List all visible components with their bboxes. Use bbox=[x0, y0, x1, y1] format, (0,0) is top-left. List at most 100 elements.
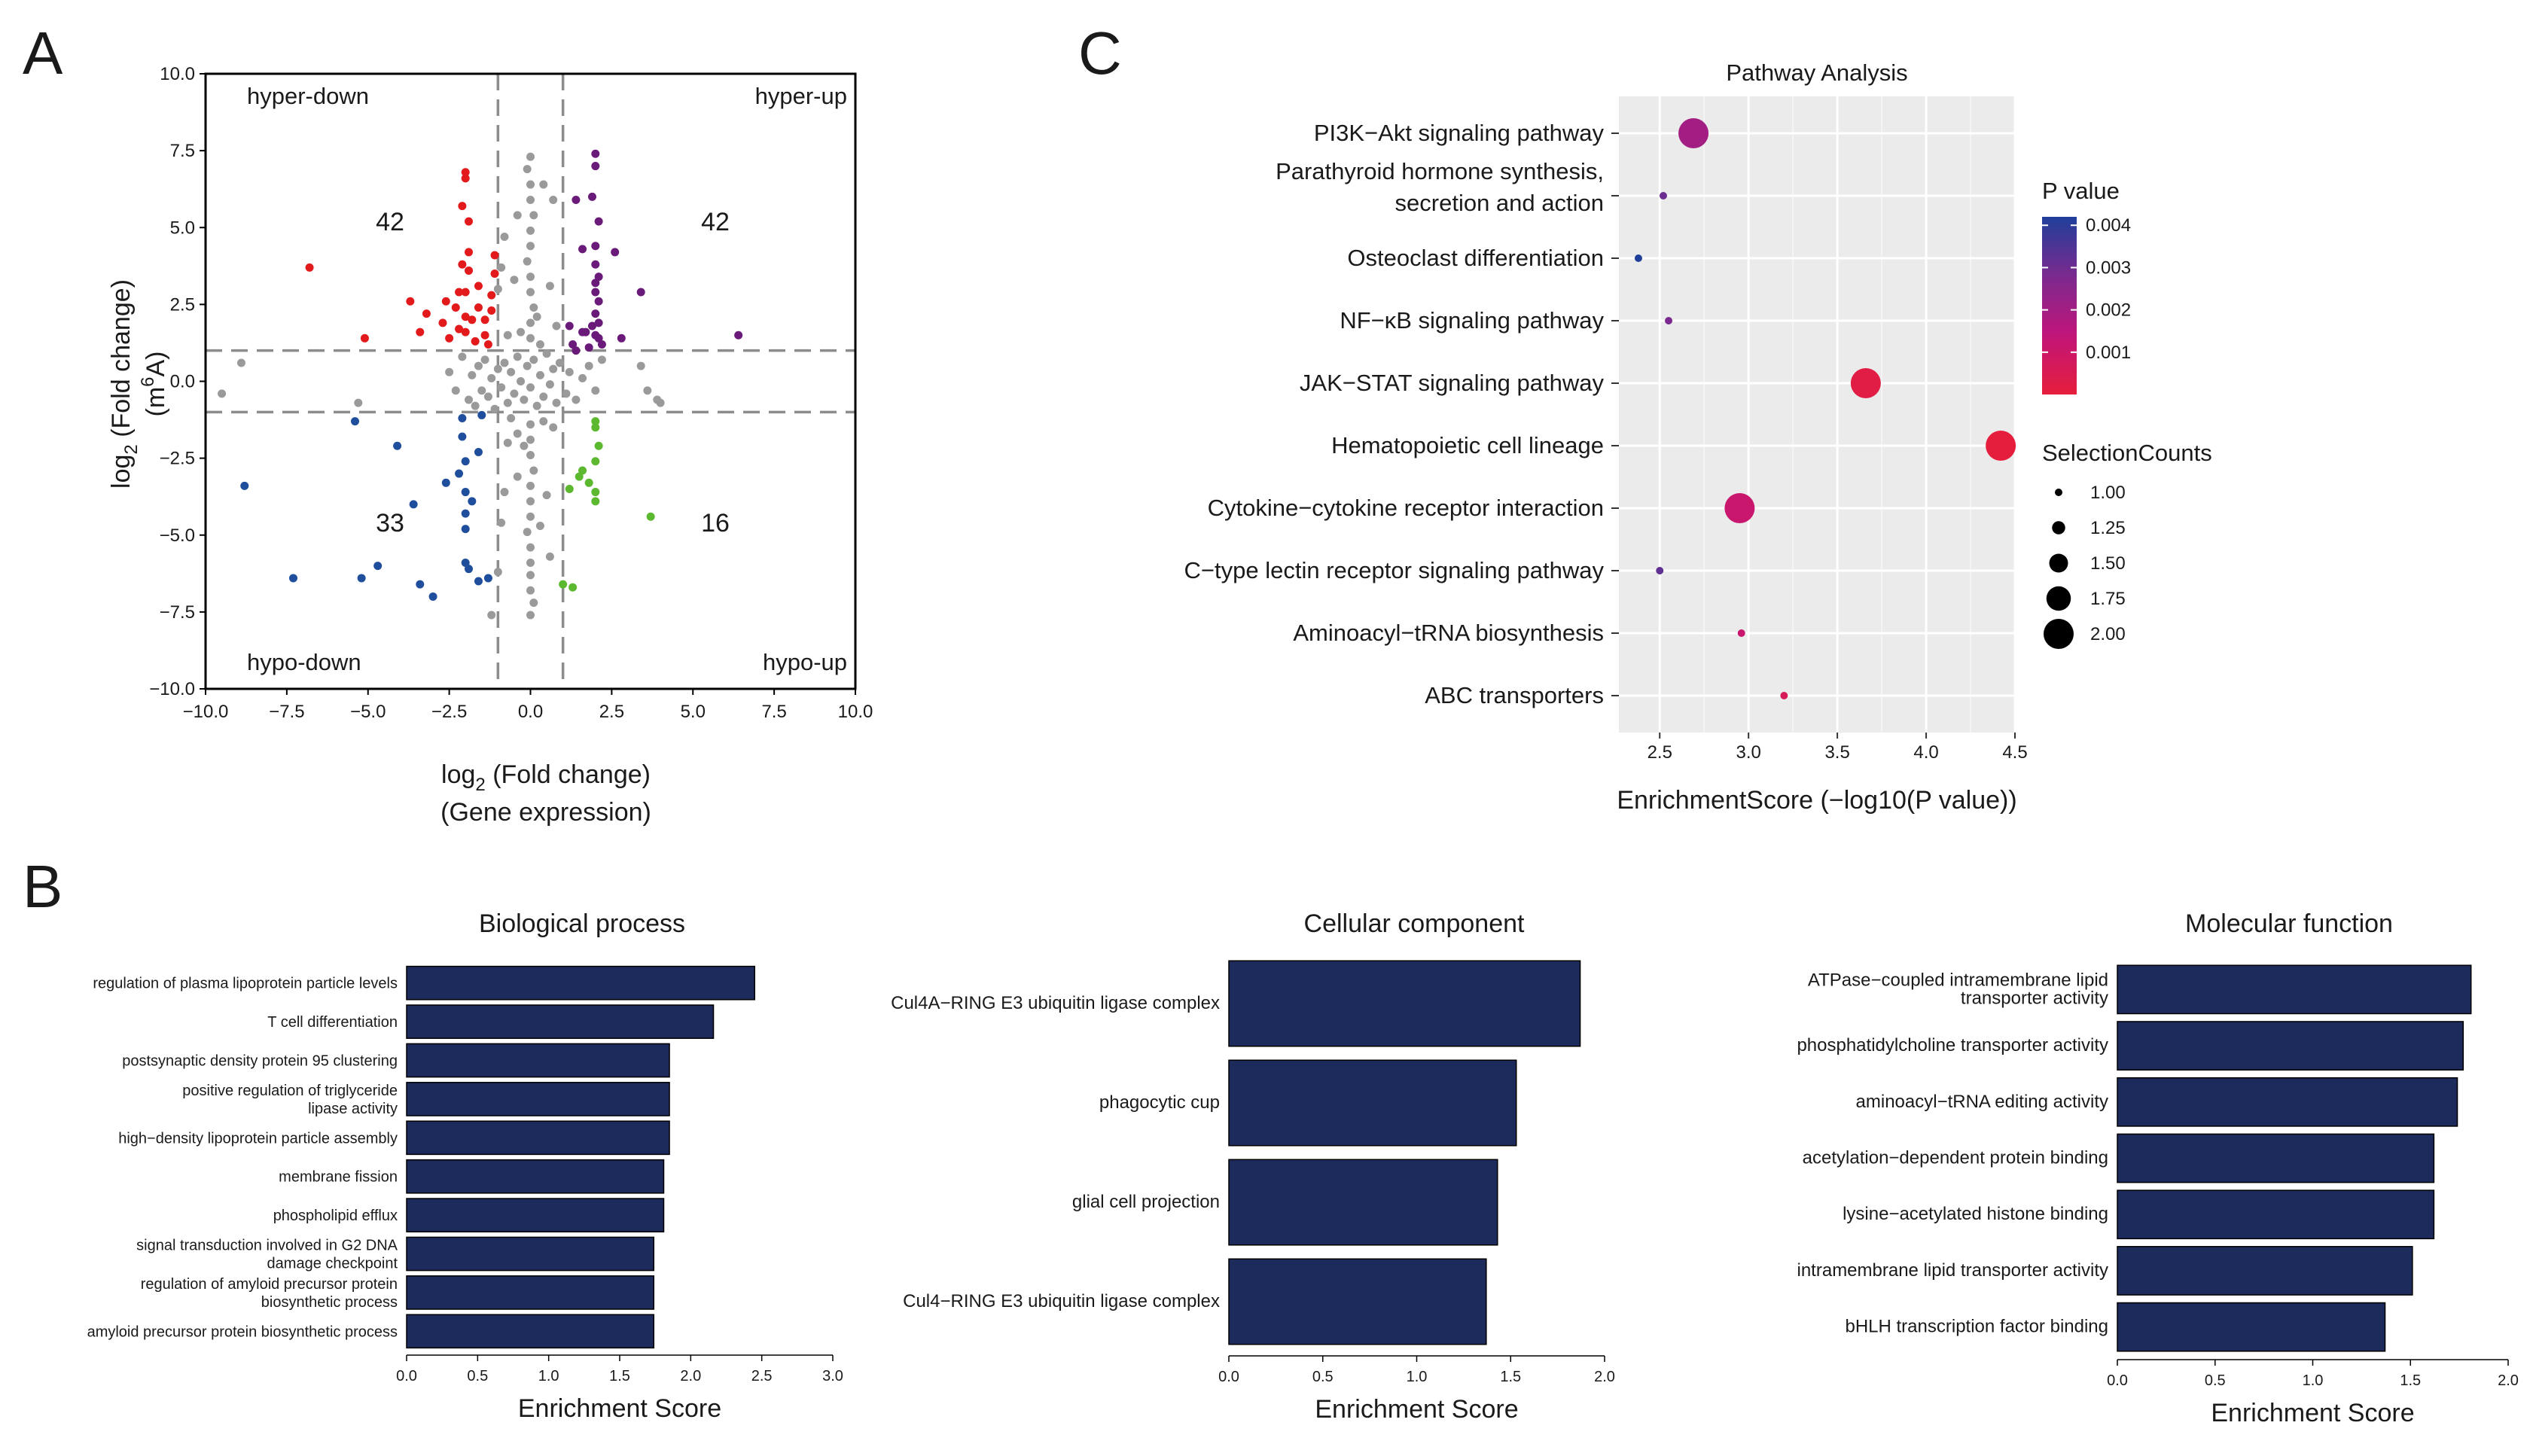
a-point-gray-6 bbox=[465, 395, 474, 404]
b3-bar-4 bbox=[2117, 1189, 2435, 1240]
panel-label-b: B bbox=[23, 853, 62, 920]
a-x-log-rest: (Fold change) bbox=[486, 760, 651, 789]
a-x-tick-label-5: 2.5 bbox=[599, 702, 624, 722]
a-point-gray-29 bbox=[539, 392, 548, 401]
a-y-log: log bbox=[107, 455, 136, 489]
a-point-red-13 bbox=[465, 248, 474, 257]
a-point-green-2 bbox=[591, 423, 600, 432]
c-bubble-8 bbox=[1737, 629, 1745, 637]
a-point-gray-41 bbox=[597, 355, 606, 364]
a-x-tick-label-6: 5.0 bbox=[681, 702, 706, 722]
b1-category-label-4-0: high−density lipoprotein particle assemb… bbox=[118, 1130, 398, 1147]
a-point-purple-18 bbox=[568, 340, 578, 349]
a-point-gray-62 bbox=[529, 211, 538, 220]
a-point-red-5 bbox=[438, 318, 447, 327]
b3-bar-5 bbox=[2117, 1246, 2413, 1296]
a-point-gray-11 bbox=[480, 355, 489, 364]
a-point-purple-10 bbox=[591, 309, 600, 318]
a-label-hyper-up: hyper-up bbox=[755, 83, 847, 109]
a-point-gray-72 bbox=[526, 497, 535, 506]
a-point-green-5 bbox=[584, 478, 593, 487]
a-point-red-11 bbox=[461, 327, 470, 337]
a-point-blue-2 bbox=[350, 417, 359, 426]
b2-bar-3 bbox=[1228, 1258, 1487, 1345]
a-point-blue-12 bbox=[461, 457, 470, 466]
a-point-gray-77 bbox=[526, 571, 535, 580]
c-category-label-5-0: Hematopoietic cell lineage bbox=[1331, 432, 1604, 458]
c-legend-size-label-4: 2.00 bbox=[2090, 624, 2126, 644]
a-point-gray-89 bbox=[545, 552, 554, 561]
a-point-blue-0 bbox=[240, 481, 249, 490]
a-point-red-9 bbox=[461, 288, 470, 297]
a-point-green-3 bbox=[594, 441, 603, 450]
c-bubble-9 bbox=[1780, 692, 1788, 699]
a-point-blue-22 bbox=[455, 469, 464, 478]
a-count-hyper-down: 42 bbox=[376, 208, 404, 236]
b1-category-label-3-1: lipase activity bbox=[308, 1101, 398, 1117]
a-point-red-30 bbox=[455, 288, 464, 297]
a-point-gray-54 bbox=[526, 334, 535, 343]
b1-x-axis-title: Enrichment Score bbox=[518, 1394, 721, 1423]
a-x-tick-label-4: 0.0 bbox=[518, 702, 543, 722]
panel-a-quadrant-scatter: −10.0 −7.5 −5.0 −2.5 0.0 2.5 5.0 7.5 10.0 10.0 7.5… bbox=[107, 64, 873, 827]
a-point-gray-86 bbox=[513, 472, 522, 481]
b1-bar-9 bbox=[406, 1314, 655, 1349]
c-plot-background bbox=[1619, 96, 2015, 733]
a-point-gray-46 bbox=[500, 233, 509, 242]
a-point-gray-13 bbox=[487, 373, 496, 382]
b3-category-label-0-1: transporter activity bbox=[1961, 988, 2108, 1008]
b3-category-label-3-0: acetylation−dependent protein binding bbox=[1803, 1148, 2108, 1168]
b2-x-tick-label-2: 1.0 bbox=[1407, 1369, 1428, 1385]
a-point-gray-32 bbox=[549, 364, 558, 373]
a-point-green-4 bbox=[591, 457, 600, 466]
a-point-gray-74 bbox=[523, 528, 532, 537]
a-point-blue-17 bbox=[465, 565, 474, 574]
a-point-gray-53 bbox=[487, 611, 496, 620]
c-bubble-0 bbox=[1678, 118, 1709, 148]
b1-x-tick-label-0: 0.0 bbox=[396, 1368, 417, 1384]
a-point-gray-43 bbox=[643, 386, 652, 395]
b1-bar-7 bbox=[406, 1236, 655, 1272]
c-category-label-7-0: C−type lectin receptor signaling pathway bbox=[1184, 557, 1605, 583]
a-point-gray-39 bbox=[584, 361, 593, 370]
a-point-gray-19 bbox=[507, 367, 516, 376]
b2-category-label-1-0: phagocytic cup bbox=[1099, 1092, 1220, 1113]
b1-bar-4 bbox=[406, 1120, 670, 1156]
a-point-red-0 bbox=[305, 263, 314, 272]
a-point-red-26 bbox=[458, 260, 467, 269]
a-point-gray-85 bbox=[510, 276, 519, 285]
c-x-tick-label-2: 3.5 bbox=[1824, 742, 1849, 763]
c-bubble-7 bbox=[1656, 567, 1664, 574]
b1-bar-6 bbox=[406, 1198, 665, 1232]
panel-label-a: A bbox=[23, 20, 63, 87]
b1-category-label-8-1: biosynthetic process bbox=[261, 1294, 398, 1311]
a-point-gray-84 bbox=[539, 180, 548, 189]
a-point-gray-5 bbox=[458, 352, 467, 361]
a-point-green-11 bbox=[565, 484, 574, 493]
a-point-blue-20 bbox=[483, 574, 492, 583]
a-point-purple-3 bbox=[611, 248, 620, 257]
a-point-gray-82 bbox=[542, 491, 551, 500]
a-point-gray-75 bbox=[526, 543, 535, 552]
b2-title: Cellular component bbox=[1304, 909, 1525, 938]
b2-bar-1 bbox=[1228, 1059, 1517, 1147]
panel-b-molecular-function: Molecular function ATPase−coupled intrame… bbox=[1797, 909, 2518, 1427]
a-y-tick-label-0: 10.0 bbox=[160, 64, 195, 84]
a-point-blue-8 bbox=[428, 592, 437, 601]
c-x-tick-label-3: 4.0 bbox=[1913, 742, 1938, 763]
c-legend-color-label-0: 0.004 bbox=[2086, 215, 2131, 236]
b3-bar-6 bbox=[2117, 1302, 2386, 1352]
a-point-red-19 bbox=[474, 303, 483, 312]
c-category-label-1-1: secretion and action bbox=[1395, 190, 1604, 216]
a-point-gray-70 bbox=[529, 466, 538, 475]
a-y-tick-label-5: −2.5 bbox=[160, 449, 195, 469]
a-point-red-10 bbox=[461, 312, 470, 321]
c-legend-size-label-3: 1.75 bbox=[2090, 589, 2126, 609]
b3-category-label-1-0: phosphatidylcholine transporter activity bbox=[1797, 1035, 2108, 1055]
a-y-tick-label-8: −10.0 bbox=[149, 679, 195, 699]
a-point-purple-4 bbox=[591, 149, 600, 158]
a-point-gray-68 bbox=[526, 435, 535, 444]
a-point-gray-63 bbox=[526, 195, 535, 204]
c-category-label-9-0: ABC transporters bbox=[1425, 682, 1604, 708]
b2-x-tick-label-4: 2.0 bbox=[1594, 1369, 1615, 1385]
